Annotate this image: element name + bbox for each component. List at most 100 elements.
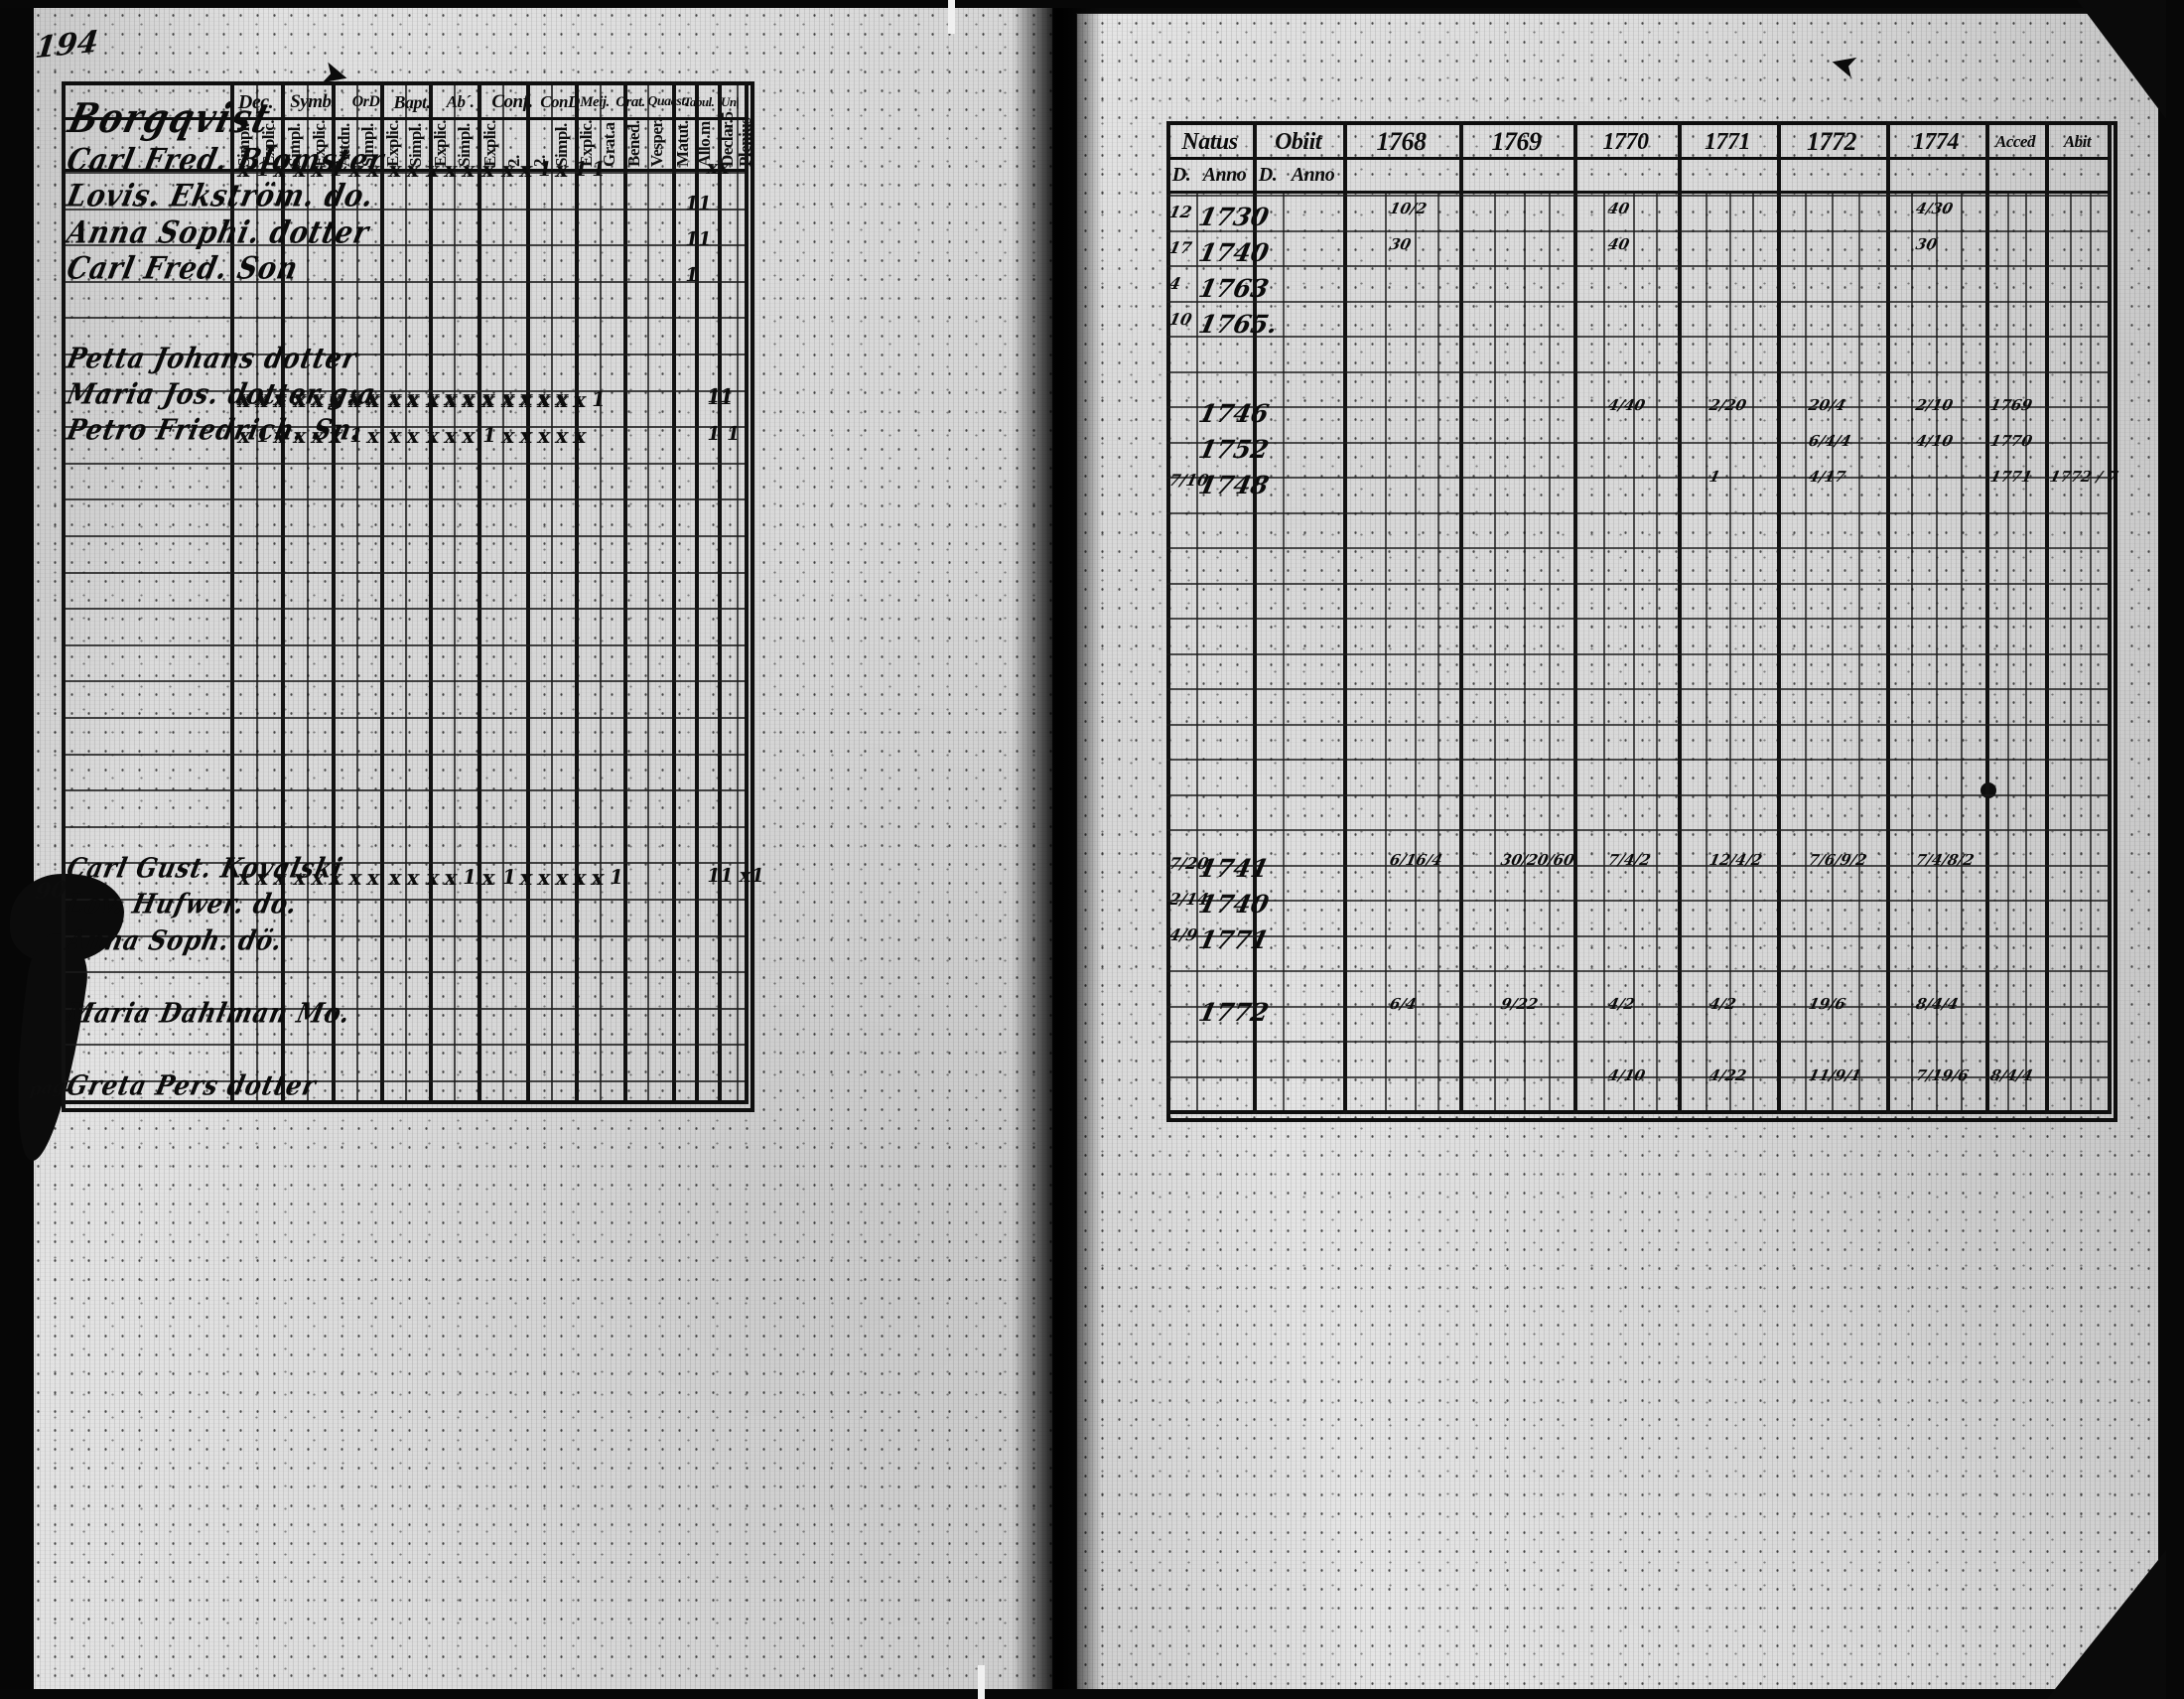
- natus-anno: 1740: [1195, 890, 1272, 919]
- year-entry-acced: 1769: [1988, 396, 2034, 414]
- natus-anno: 1730: [1195, 203, 1272, 231]
- year-entry-y1768: 10/2: [1388, 200, 1429, 217]
- right-col-rule-20: [2007, 191, 2009, 1110]
- right-row-rule-12: [1166, 618, 2110, 620]
- year-entry-y1768: 6/4: [1388, 995, 1419, 1013]
- year-entry-y1771: 4/2: [1707, 995, 1738, 1013]
- right-col-rule-9: [1633, 191, 1635, 1110]
- year-entry-y1768: 30: [1388, 235, 1413, 253]
- right-table-bottom-rule: [1166, 1110, 2110, 1114]
- right-row-rule-22: [1166, 970, 2110, 972]
- col-header-quaest: Quaest.: [647, 94, 688, 109]
- natus-anno: 1771: [1195, 925, 1272, 954]
- col-header-obiit: Obiit: [1275, 128, 1321, 155]
- right-row-rule-13: [1166, 652, 2110, 655]
- natus-day: 17: [1166, 238, 1194, 257]
- year-entry-y1772: 7/6/9/2: [1807, 851, 1869, 869]
- subheader-obiit-anno: Anno: [1291, 163, 1335, 186]
- right-col-rule-4: [1437, 191, 1439, 1110]
- right-col-rule-11: [1706, 191, 1707, 1110]
- natus-day: 12: [1166, 203, 1194, 221]
- register-row-name: Petta Johans dotter: [64, 341, 360, 375]
- year-entry-abit: 1772 / 7: [2048, 468, 2120, 486]
- year-entry-y1769: 30/20/60: [1499, 851, 1576, 869]
- left-edge-shadow: [0, 0, 34, 1699]
- right-row-rule-1: [1166, 229, 2110, 232]
- left-table-right-border: [745, 81, 749, 1104]
- year-entry-acced: 8/4/4: [1988, 1066, 2035, 1084]
- right-row-rule-21: [1166, 934, 2110, 937]
- right-row-rule-3: [1166, 300, 2110, 303]
- attendance-mark-tail: 11 x1: [705, 865, 766, 887]
- attendance-mark-tail: xx: [705, 157, 732, 179]
- year-entry-y1770: 4/40: [1606, 396, 1647, 414]
- right-row-rule-10: [1166, 547, 2110, 549]
- natus-anno: 1748: [1195, 471, 1272, 499]
- left-col-rule-4: [332, 81, 336, 1104]
- year-entry-y1768: 6/16/4: [1388, 851, 1444, 869]
- right-col-rule-0: [1196, 191, 1198, 1110]
- year-entry-y1770: 7/4/2: [1606, 851, 1653, 869]
- natus-anno: 1741: [1195, 854, 1272, 883]
- register-row-name: Greta Pers dotter: [64, 1067, 321, 1102]
- right-row-rule-7: [1166, 441, 2110, 444]
- right-col-rule-14: [1805, 191, 1807, 1110]
- right-col-rule-5: [1494, 191, 1496, 1110]
- left-col-rule-15: [600, 81, 602, 1104]
- right-edge-shadow: [2158, 0, 2184, 1699]
- year-entry-y1772: 11/9/1: [1807, 1066, 1863, 1084]
- left-row-rule-21: [62, 934, 747, 937]
- left-row-rule-5: [62, 354, 747, 355]
- right-row-rule-0: [1166, 195, 2110, 197]
- year-entry-y1772: 6/4/4: [1807, 432, 1853, 450]
- left-col-rule-9: [454, 81, 456, 1104]
- right-col-rule-16: [1858, 191, 1860, 1110]
- left-col-rule-7: [405, 81, 407, 1104]
- left-row-rule-7: [62, 426, 747, 429]
- year-entry-y1772: 19/6: [1807, 995, 1847, 1013]
- attendance-mark-tail: 1 1: [705, 423, 743, 445]
- natus-day: 10: [1166, 310, 1194, 329]
- right-col-rule-3: [1415, 191, 1417, 1110]
- right-row-rule-11: [1166, 582, 2110, 585]
- left-col-rule-0: [230, 81, 234, 1104]
- right-col-rule-17: [1911, 191, 1913, 1110]
- subheader-bened: Bened.: [624, 120, 643, 167]
- right-col-rule-15: [1832, 191, 1834, 1110]
- right-col-rule-21: [2025, 191, 2027, 1110]
- left-table-subheader-rule: [62, 169, 747, 172]
- top-edge-shadow: [0, 0, 2184, 8]
- col-header-bapt: Bapt.: [393, 91, 431, 112]
- right-table-right-border: [2108, 121, 2112, 1114]
- attendance-mark-tail: 11: [683, 228, 714, 250]
- margin-mark-90: 90: [34, 876, 68, 906]
- register-row-name: Lovis. Ekström. do.: [64, 178, 378, 214]
- right-col-rule-7: [1549, 191, 1551, 1110]
- right-row-rule-24: [1166, 1041, 2110, 1043]
- left-col-rule-20: [718, 81, 722, 1104]
- right-row-rule-5: [1166, 370, 2110, 373]
- register-row-name: Anna Soph. dö.: [64, 922, 286, 957]
- register-row-name: Maria Dahlman Mo.: [64, 995, 354, 1030]
- left-col-rule-16: [623, 81, 627, 1104]
- right-row-rule-2: [1166, 265, 2110, 267]
- left-row-rule-3: [62, 280, 747, 283]
- right-row-rule-4: [1166, 336, 2110, 338]
- year-entry-y1774: 30: [1914, 235, 1939, 253]
- right-row-rule-23: [1166, 1005, 2110, 1008]
- col-header-year-1769: 1769: [1491, 127, 1543, 156]
- left-col-rule-8: [429, 81, 433, 1104]
- col-header-meij: Meij.: [580, 93, 610, 110]
- right-col-rule-22: [2070, 191, 2072, 1110]
- right-row-rule-19: [1166, 864, 2110, 867]
- right-row-rule-20: [1166, 900, 2110, 902]
- left-col-rule-13: [551, 81, 553, 1104]
- right-row-rule-9: [1166, 511, 2110, 514]
- left-row-rule-2: [62, 244, 747, 247]
- left-row-rule-10: [62, 535, 747, 537]
- left-row-rule-25: [62, 1080, 747, 1082]
- natus-anno: 1752: [1195, 435, 1272, 464]
- natus-day: 4/9: [1166, 925, 1200, 944]
- left-col-rule-18: [672, 81, 676, 1104]
- col-header-year-1774: 1774: [1913, 128, 1960, 155]
